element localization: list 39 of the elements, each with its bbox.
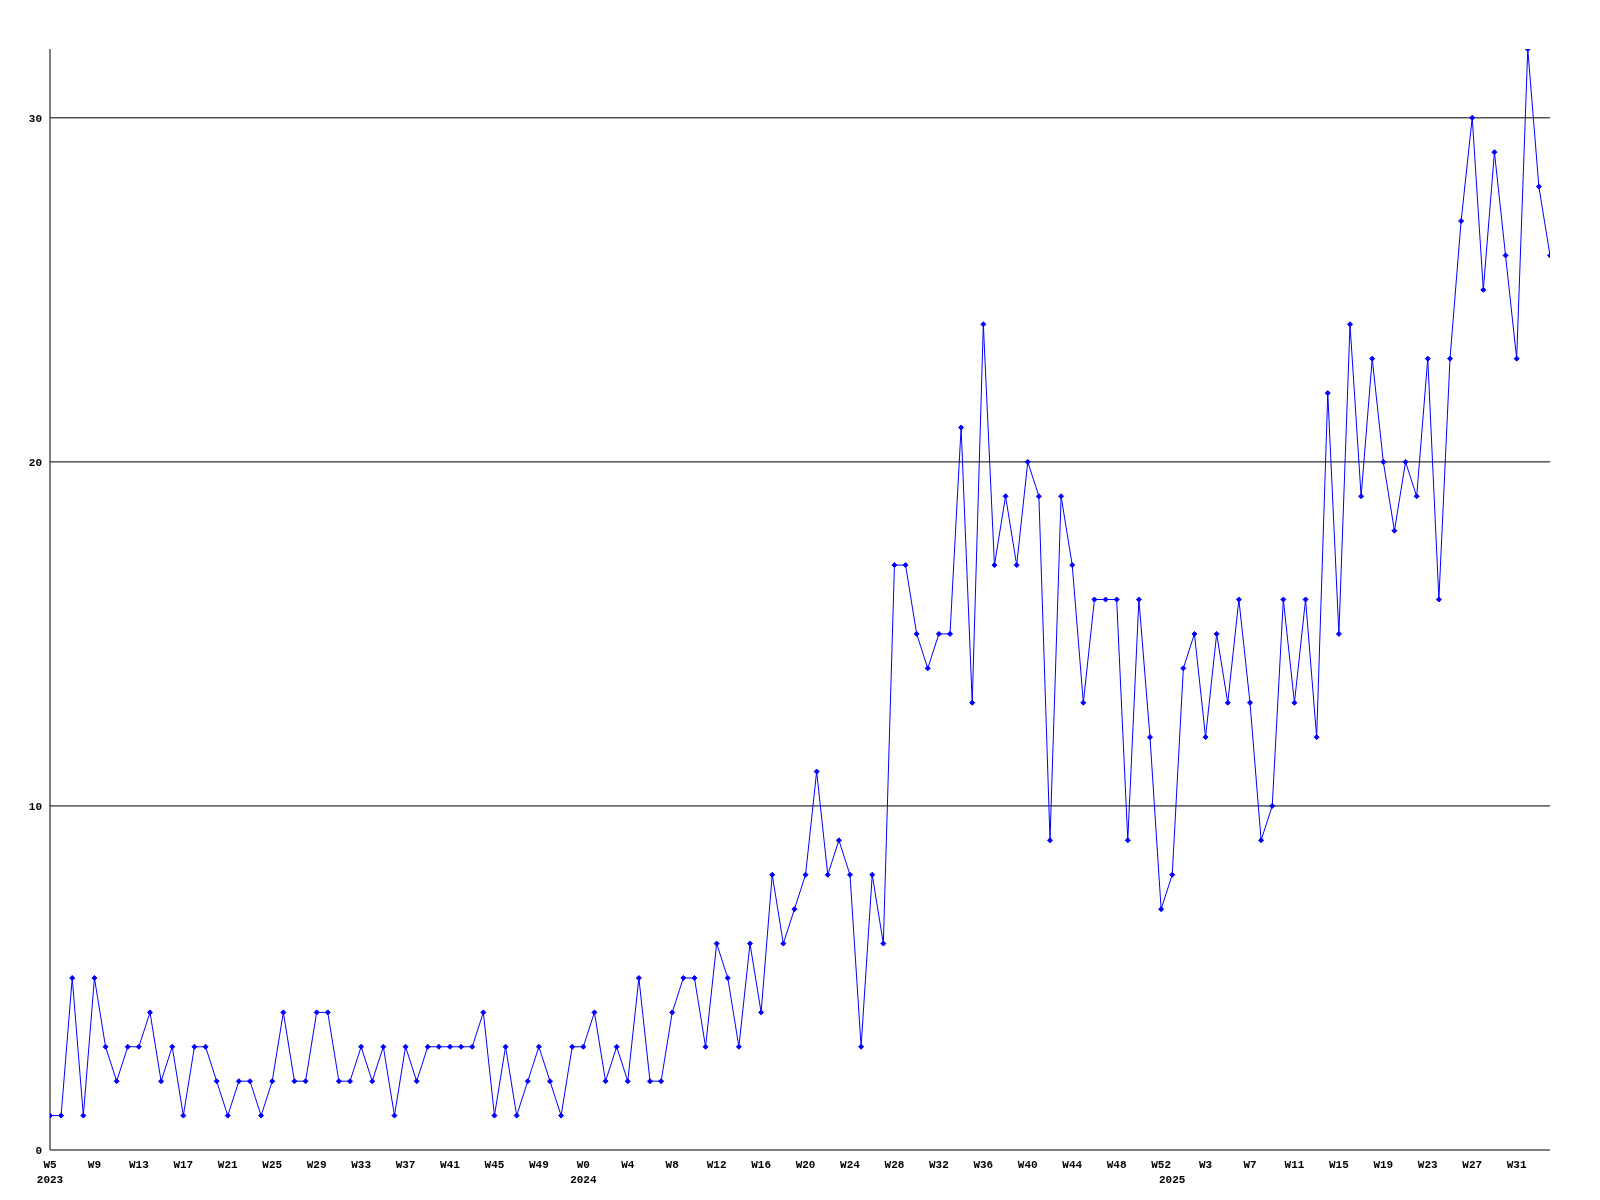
x-tick-label: W19 <box>1373 1159 1394 1171</box>
x-tick-label: W5 2023 <box>36 1159 64 1186</box>
x-tick-label: W8 <box>665 1159 680 1171</box>
x-tick-label: W40 <box>1017 1159 1038 1171</box>
x-tick-label: W28 <box>884 1159 905 1171</box>
x-tick-label: W44 <box>1062 1159 1083 1171</box>
x-tick-label: W27 <box>1462 1159 1483 1171</box>
x-tick-label: W37 <box>395 1159 416 1171</box>
x-tick-label: W25 <box>262 1159 283 1171</box>
x-tick-label: W49 <box>528 1159 549 1171</box>
x-tick-label: W15 <box>1328 1159 1350 1171</box>
x-tick-label: W21 <box>217 1159 239 1171</box>
x-tick-label: W41 <box>440 1159 461 1171</box>
x-tick-label: W20 <box>795 1159 816 1171</box>
x-tick-label: W24 <box>840 1159 861 1171</box>
x-tick-label: W4 <box>621 1159 635 1171</box>
x-tick-label: W45 <box>484 1159 505 1171</box>
x-tick-label: W3 <box>1198 1159 1213 1171</box>
x-tick-label: W9 <box>87 1159 102 1171</box>
y-tick-label: 20 <box>28 456 42 469</box>
y-tick-label: 0 <box>35 1144 42 1157</box>
x-tick-label: W11 <box>1284 1159 1305 1171</box>
x-tick-label: W0 2024 <box>570 1159 597 1186</box>
x-tick-label: W48 <box>1106 1159 1127 1171</box>
x-tick-label: W23 <box>1417 1159 1439 1171</box>
x-tick-label: W32 <box>928 1159 949 1171</box>
y-tick-label: 10 <box>28 800 42 813</box>
x-tick-label: W33 <box>351 1159 372 1171</box>
x-tick-label: W13 <box>128 1159 150 1171</box>
x-tick-label: W16 <box>751 1159 772 1171</box>
x-tick-label: W36 <box>973 1159 994 1171</box>
x-tick-label: W52 <box>1151 1159 1172 1171</box>
x-tick-label: 2025 <box>1159 1174 1186 1186</box>
x-tick-label: W17 <box>173 1159 194 1171</box>
y-tick-label: 30 <box>28 112 42 125</box>
x-tick-label: W12 <box>706 1159 727 1171</box>
x-tick-label: W29 <box>306 1159 327 1171</box>
x-tick-label: W31 <box>1506 1159 1527 1171</box>
x-tick-label: W7 <box>1243 1159 1257 1171</box>
